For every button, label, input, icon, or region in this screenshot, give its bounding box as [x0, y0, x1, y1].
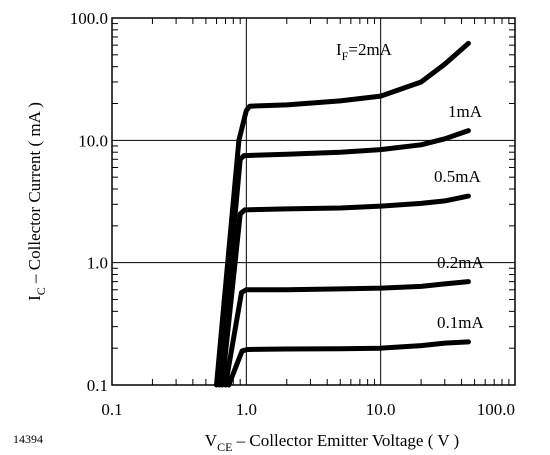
y-tick-labels: 0.1 1.0 10.0 100.0: [70, 9, 108, 395]
series-label-main: 1mA: [448, 102, 483, 121]
series-label-main: 0.1mA: [437, 313, 484, 332]
series-labels: IF=2mA 1mA 0.5mA 0.2mA 0.1mA: [336, 40, 484, 332]
plot-frame: [111, 17, 516, 386]
series-label: 0.5mA: [434, 167, 481, 186]
series-line: [219, 193, 471, 388]
x-tick-label: 100.0: [477, 400, 515, 419]
series-label-main: 0.2mA: [437, 253, 484, 272]
series-line: [214, 40, 471, 388]
x-tick-label: 10.0: [366, 400, 396, 419]
y-tick-label: 10.0: [78, 131, 108, 150]
y-axis-title-main: I: [25, 295, 44, 301]
series-line: [216, 128, 471, 388]
series-label-main: I: [336, 40, 342, 59]
x-axis-title-rest: – Collector Emitter Voltage ( V ): [232, 431, 459, 450]
y-axis-title-rest: – Collector Current ( mA ): [25, 102, 44, 287]
series-label: 0.1mA: [437, 313, 484, 332]
series-label-main: 0.5mA: [434, 167, 481, 186]
x-axis-title-main: V: [205, 431, 218, 450]
y-tick-label: 100.0: [70, 9, 108, 28]
x-axis-title-sub: CE: [217, 440, 232, 454]
y-tick-label: 1.0: [87, 254, 108, 273]
series-line: [223, 279, 471, 388]
y-axis-title: IC – Collector Current ( mA ): [25, 102, 48, 301]
figure-id: 14394: [13, 432, 43, 446]
x-axis-title: VCE – Collector Emitter Voltage ( V ): [205, 431, 459, 454]
series-line: [226, 339, 471, 388]
x-tick-label: 0.1: [101, 400, 122, 419]
y-axis-title-sub: C: [34, 287, 48, 295]
y-tick-label: 0.1: [87, 376, 108, 395]
series-label-sub: F: [342, 49, 349, 63]
series-label: IF=2mA: [336, 40, 393, 63]
series-label-rest: =2mA: [348, 40, 392, 59]
series-group: [214, 40, 471, 388]
series-label: 1mA: [448, 102, 483, 121]
x-tick-labels: 0.1 1.0 10.0 100.0: [101, 400, 515, 419]
x-tick-label: 1.0: [236, 400, 257, 419]
series-label: 0.2mA: [437, 253, 484, 272]
